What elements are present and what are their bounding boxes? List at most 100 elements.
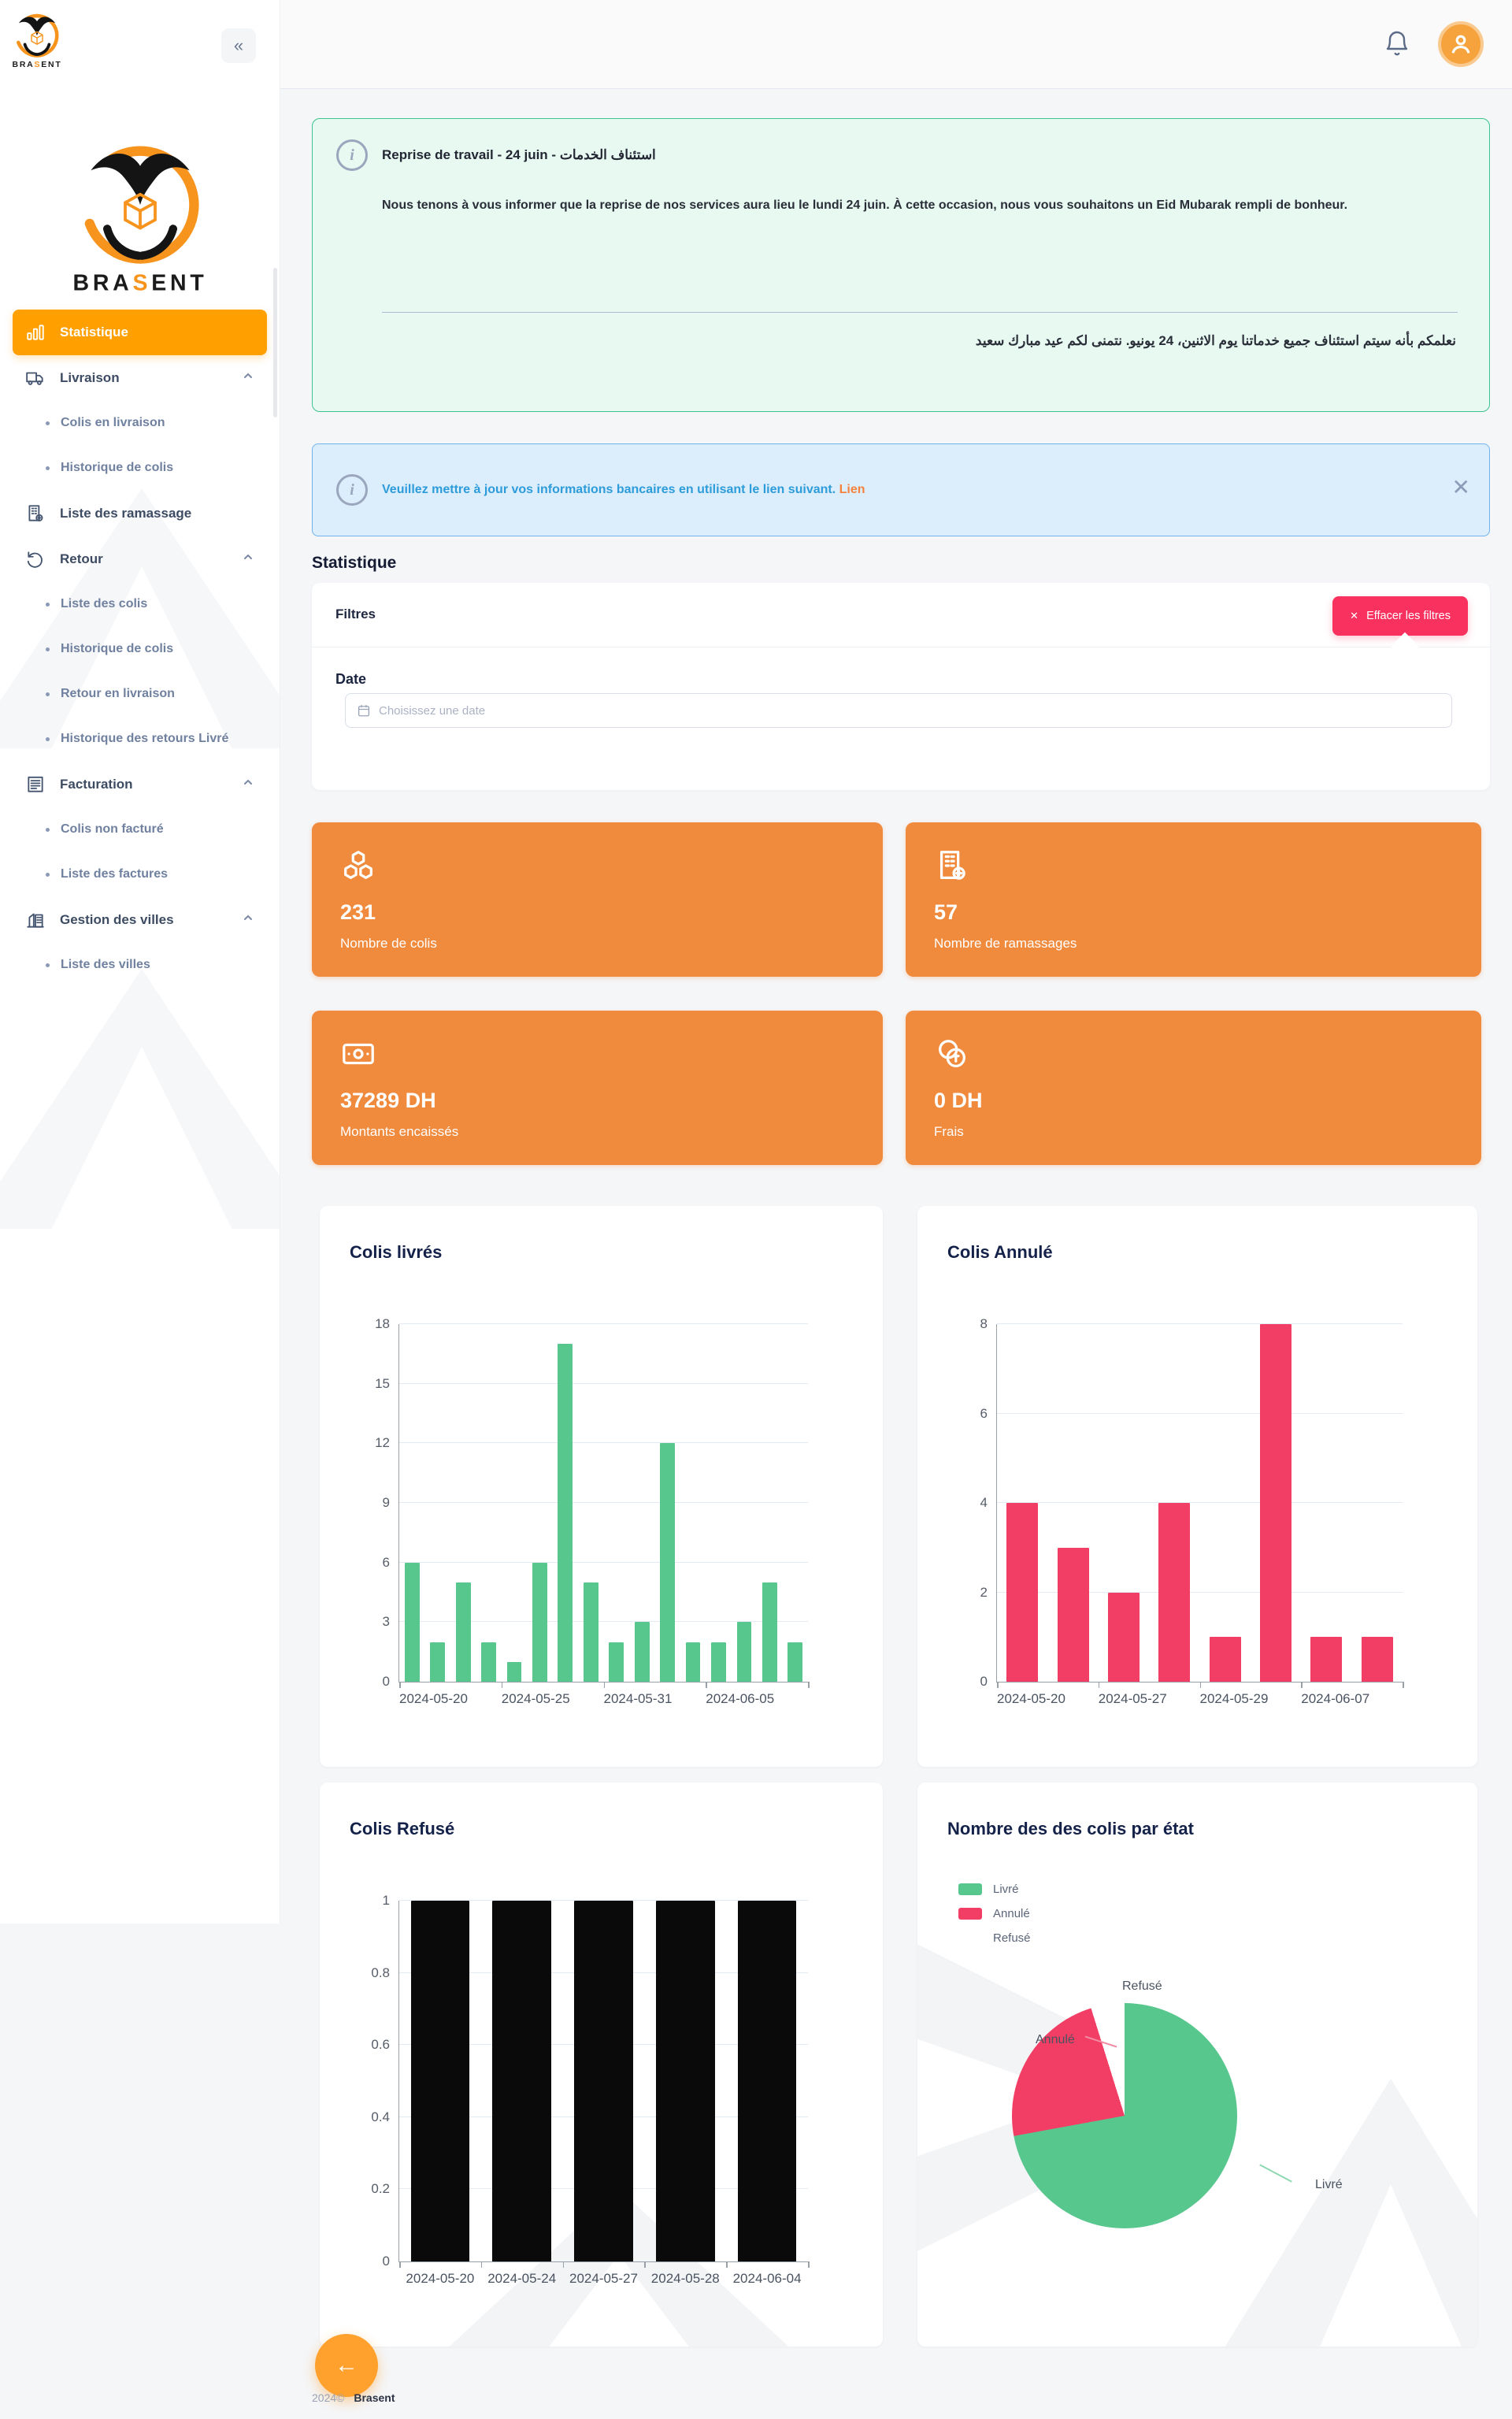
x-axis-tick-label: 2024-06-05 — [706, 1691, 775, 1706]
bar — [660, 1443, 675, 1682]
date-input[interactable] — [379, 703, 1440, 718]
legend-swatch — [958, 1883, 982, 1895]
stat-value: 231 — [340, 900, 376, 924]
sidebar-item-label: Facturation — [60, 776, 133, 792]
gridline — [399, 1900, 808, 1901]
topbar — [280, 0, 1512, 89]
x-axis-tick — [562, 2261, 565, 2268]
filters-notch — [1390, 632, 1420, 662]
sidebar-menu: Statistique Livraison Colis en livraison Hi… — [0, 305, 280, 1019]
y-axis-tick-label: 3 — [382, 1614, 390, 1630]
y-axis-tick-label: 0 — [382, 2254, 390, 2269]
sidebar-item-livraison[interactable]: Livraison — [13, 355, 267, 401]
x-axis-tick-label: 2024-05-27 — [1098, 1691, 1167, 1706]
pie-label-livre: Livré — [1315, 2178, 1343, 2191]
sidebar-subitem-historique-de-colis[interactable]: Historique de colis — [13, 446, 267, 491]
pie-label-refuse: Refusé — [1122, 1979, 1162, 1993]
y-axis-tick-label: 0.6 — [371, 2037, 390, 2053]
gridline — [997, 1591, 1403, 1593]
bank-info-banner: i Veuillez mettre à jour vos information… — [312, 443, 1490, 536]
sidebar-subitem-label: Historique des retours Livré — [61, 732, 229, 746]
brand-logo-small: BRASENT — [12, 13, 61, 69]
bullet-icon — [46, 692, 50, 696]
y-axis-tick-label: 0.4 — [371, 2109, 390, 2124]
x-axis-tick — [1301, 1682, 1303, 1688]
bar — [634, 1622, 650, 1682]
bar — [685, 1642, 701, 1682]
brand-logo: BRASENT — [72, 146, 207, 295]
notifications-bell-icon[interactable] — [1383, 30, 1411, 58]
coins-icon — [939, 1040, 965, 1067]
sidebar-item-gestion-des-villes[interactable]: Gestion des villes — [13, 897, 267, 943]
sidebar-item-facturation[interactable]: Facturation — [13, 762, 267, 807]
x-axis-tick — [644, 2261, 646, 2268]
sidebar-item-label: Livraison — [60, 369, 120, 385]
bullet-icon — [46, 963, 50, 967]
sidebar-subitem-label: Historique de colis — [61, 642, 174, 656]
sidebar-subitem-label: Historique de colis — [61, 461, 174, 475]
bar — [1209, 1637, 1241, 1682]
svg-text:BRASENT: BRASENT — [72, 270, 207, 295]
bank-banner-link[interactable]: Lien — [839, 483, 865, 496]
clear-filters-button[interactable]: ✕ Effacer les filtres — [1332, 596, 1468, 636]
x-axis-tick-label: 2024-06-07 — [1301, 1691, 1370, 1706]
sidebar-item-liste-des-ramassage[interactable]: Liste des ramassage — [13, 491, 267, 536]
gridline — [399, 1561, 808, 1563]
bullet-icon — [46, 466, 50, 470]
bar — [492, 1901, 552, 2261]
sidebar-subitem-label: Colis en livraison — [61, 416, 165, 430]
legend-item-annul-[interactable]: Annulé — [958, 1901, 1031, 1926]
date-picker-field[interactable] — [345, 693, 1452, 728]
bar — [583, 1582, 598, 1682]
x-axis-tick — [501, 1682, 503, 1688]
chart-title: Nombre des des colis par état — [947, 1819, 1194, 1838]
bars-group — [399, 1901, 808, 2261]
sidebar-subitem-retour-en-livraison[interactable]: Retour en livraison — [13, 672, 267, 717]
bar — [574, 1901, 633, 2261]
x-axis-tick — [1199, 1682, 1201, 1688]
info-icon: i — [336, 474, 368, 506]
gridline — [399, 1382, 808, 1384]
legend-label: Livré — [993, 1883, 1019, 1896]
y-axis-tick-label: 0 — [980, 1674, 988, 1689]
bar-chart-colis-annule: 0 2 4 6 8 2024-05-20 2024-05-27 2024-05-29 2024-… — [980, 1316, 1404, 1706]
bar — [1310, 1637, 1343, 1682]
sidebar-subitem-colis-non-facture[interactable]: Colis non facturé — [13, 807, 267, 852]
gridline — [399, 1502, 808, 1503]
sidebar-subitem-liste-des-villes[interactable]: Liste des villes — [13, 943, 267, 988]
bar — [481, 1642, 496, 1682]
bullet-icon — [46, 736, 50, 741]
sidebar-subitem-colis-en-livraison[interactable]: Colis en livraison — [13, 401, 267, 446]
sidebar-subitem-liste-des-factures[interactable]: Liste des factures — [13, 852, 267, 897]
back-button[interactable]: ← — [315, 2334, 378, 2397]
bar — [1158, 1503, 1191, 1682]
sidebar-subitem-historique-de-colis-retour[interactable]: Historique de colis — [13, 627, 267, 672]
sidebar-collapse-button[interactable]: « — [221, 28, 256, 63]
sidebar-subitem-liste-des-colis[interactable]: Liste des colis — [13, 582, 267, 627]
close-icon[interactable]: ✕ — [1451, 475, 1470, 499]
sidebar-subitem-historique-des-retours-livre[interactable]: Historique des retours Livré — [13, 717, 267, 762]
user-avatar[interactable] — [1438, 21, 1484, 67]
x-axis-tick-label: 2024-05-20 — [399, 1691, 468, 1706]
stat-label: Nombre de ramassages — [934, 936, 1077, 951]
legend-item-livr-[interactable]: Livré — [958, 1877, 1031, 1901]
legend-item-refus-[interactable]: Refusé — [958, 1926, 1031, 1950]
announcement-banner: i Reprise de travail - 24 juin - استئناف… — [312, 118, 1490, 412]
filters-title: Filtres — [335, 607, 376, 621]
sidebar-scrollbar[interactable] — [273, 268, 277, 417]
legend-label: Refusé — [993, 1931, 1031, 1945]
chart-card-colis-annule: Colis Annulé 0 2 4 6 8 2024-05-20 2024-05-27 20… — [917, 1206, 1477, 1767]
sidebar-item-retour[interactable]: Retour — [13, 536, 267, 582]
announcement-title: Reprise de travail - 24 juin - استئناف ا… — [382, 147, 656, 162]
sidebar-subitem-label: Liste des colis — [61, 597, 148, 611]
stat-card-montants-encaiss-s: 37289 DH Montants encaissés — [312, 1011, 883, 1165]
x-axis-labels: 2024-05-20 2024-05-24 2024-05-27 2024-05-28… — [399, 2271, 808, 2287]
svg-text:BRASENT: BRASENT — [12, 60, 61, 69]
sidebar-item-statistique[interactable]: Statistique — [13, 309, 267, 355]
bar — [506, 1661, 522, 1682]
legend-swatch — [958, 1932, 982, 1944]
announcement-body: Nous tenons à vous informer que la repri… — [382, 198, 1348, 212]
stat-label: Montants encaissés — [340, 1124, 459, 1139]
legend-label: Annulé — [993, 1907, 1030, 1920]
y-axis-tick-label: 15 — [375, 1375, 390, 1391]
